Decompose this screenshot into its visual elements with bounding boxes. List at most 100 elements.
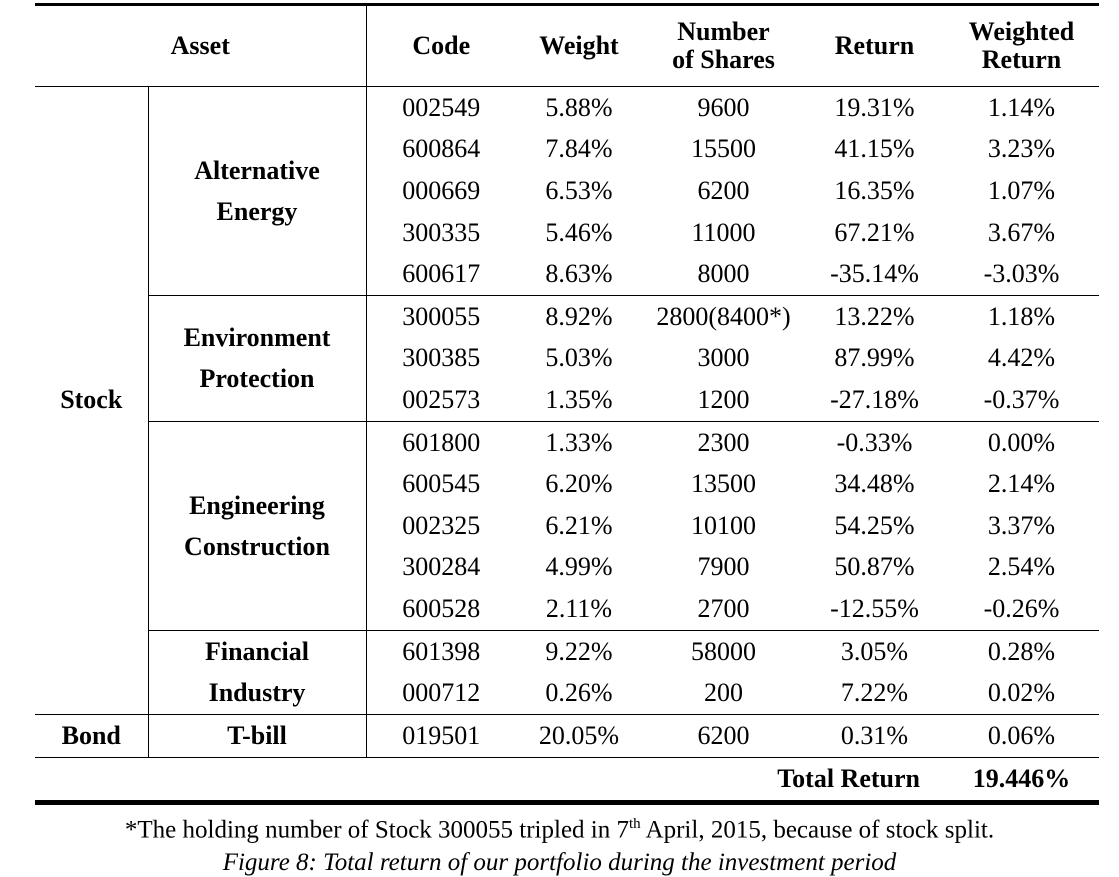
table-row: Bond T-bill 019501 20.05% 6200 0.31% 0.0… <box>35 713 1099 758</box>
sector-label-line2: Industry <box>208 678 306 708</box>
cell-code: 300335 <box>402 217 481 247</box>
cell-weight: 6.21% <box>545 510 613 540</box>
cell-weight: 5.46% <box>545 217 613 247</box>
table-row: 000669 6.53% 6200 16.35% 1.07% <box>35 170 1099 212</box>
total-row: Total Return 19.446% <box>35 757 1099 805</box>
cell-weighted-return: 1.18% <box>944 294 1099 338</box>
table-row: 300284 4.99% 7900 50.87% 2.54% <box>35 547 1099 589</box>
cell-weight: 5.88% <box>545 92 613 122</box>
cell-code: 000669 <box>402 175 481 205</box>
cell-weighted-return: 0.28% <box>944 629 1099 673</box>
footnote-text-before: *The holding number of Stock 300055 trip… <box>124 816 629 844</box>
cell-return: 13.22% <box>805 294 944 338</box>
cell-code: 600545 <box>402 469 481 499</box>
category-bond: Bond <box>35 713 149 758</box>
cell-return: 41.15% <box>834 134 915 164</box>
cell-weighted-return: 2.14% <box>987 469 1056 499</box>
cell-code: 600528 <box>402 593 481 623</box>
cell-shares: 8000 <box>697 259 750 289</box>
sector-label-line1: Environment <box>183 323 331 353</box>
table-row: Environment Protection 300055 8.92% 2800… <box>35 294 1099 422</box>
header-weighted-line1: Weighted <box>968 17 1075 46</box>
cell-return: 67.21% <box>834 217 915 247</box>
sector-label-line2: Protection <box>199 364 315 394</box>
cell-weight: 2.11% <box>545 593 613 623</box>
category-stock: Stock <box>35 86 149 715</box>
cell-shares: 11000 <box>691 217 756 247</box>
cell-shares: 1200 <box>697 384 750 414</box>
cell-weighted-return: 0.06% <box>944 713 1099 758</box>
cell-weighted-return: 3.67% <box>987 217 1056 247</box>
cell-weight: 9.22% <box>516 629 642 673</box>
cell-weighted-return: 4.42% <box>987 343 1056 373</box>
cell-shares: 2300 <box>642 420 805 464</box>
cell-shares: 6200 <box>697 175 750 205</box>
table-row: 600545 6.20% 13500 34.48% 2.14% <box>35 463 1099 505</box>
footnote-text-after: April, 2015, because of stock split. <box>640 816 995 844</box>
table-row: Stock Alternative Energy 002549 5.88% 96… <box>35 86 1099 715</box>
table-row: Financial Industry 601398 9.22% 58000 3.… <box>35 629 1099 715</box>
cell-weighted-return: 1.07% <box>987 175 1056 205</box>
cell-shares: 58000 <box>642 629 805 673</box>
table-row: 600528 2.11% 2700 -12.55% -0.26% <box>35 588 1099 630</box>
cell-return: 3.05% <box>805 629 944 673</box>
figure-caption: Figure 8: Total return of our portfolio … <box>222 849 897 876</box>
table-row: Engineering Construction 601800 1.33% 23… <box>35 420 1099 631</box>
header-shares-line2: of Shares <box>672 45 775 74</box>
cell-weighted-return: 1.14% <box>987 92 1056 122</box>
cell-weight: 1.33% <box>516 420 642 464</box>
cell-code: 019501 <box>366 713 516 758</box>
cell-weighted-return: 2.54% <box>987 552 1056 582</box>
header-code: Code <box>366 3 516 87</box>
cell-code: 002549 <box>402 92 481 122</box>
cell-shares: 13500 <box>691 469 756 499</box>
cell-weight: 7.84% <box>545 134 613 164</box>
cell-return: 54.25% <box>834 510 915 540</box>
cell-weight: 6.20% <box>545 469 613 499</box>
cell-shares: 7900 <box>697 552 750 582</box>
cell-weighted-return: -0.37% <box>983 384 1060 414</box>
cell-weight: 5.03% <box>545 343 613 373</box>
header-shares-line1: Number <box>677 17 770 46</box>
cell-return: 87.99% <box>834 343 915 373</box>
cell-return: -0.33% <box>805 420 944 464</box>
table-row: 600864 7.84% 15500 41.15% 3.23% <box>35 129 1099 171</box>
footnote-superscript: th <box>629 816 641 832</box>
table-row: 002325 6.21% 10100 54.25% 3.37% <box>35 505 1099 547</box>
cell-shares: 6200 <box>642 713 805 758</box>
sector-label-line1: Alternative <box>194 155 320 185</box>
cell-weighted-return: 3.23% <box>987 134 1056 164</box>
sector-label-line1: Engineering <box>189 490 325 520</box>
cell-shares: 3000 <box>697 343 750 373</box>
header-number-of-shares: Number of Shares <box>642 3 805 87</box>
sector-financial-industry: Financial Industry <box>148 629 367 715</box>
cell-weight: 4.99% <box>545 552 613 582</box>
cell-return: 0.31% <box>805 713 944 758</box>
cell-code: 601800 <box>366 420 516 464</box>
cell-code: 600617 <box>402 259 481 289</box>
footnote: *The holding number of Stock 300055 trip… <box>0 810 1119 844</box>
cell-code: 300385 <box>402 343 481 373</box>
header-weighted-line2: Return <box>981 45 1062 74</box>
sector-t-bill: T-bill <box>148 713 367 758</box>
sector-label-line2: Energy <box>216 196 298 226</box>
cell-weight: 20.05% <box>516 713 642 758</box>
table-row: 300335 5.46% 11000 67.21% 3.67% <box>35 212 1099 254</box>
cell-code: 002325 <box>402 510 481 540</box>
sector-label-line1: Financial <box>204 637 309 667</box>
cell-weight: 8.63% <box>545 259 613 289</box>
cell-code: 601398 <box>366 629 516 673</box>
sector-label-line2: Construction <box>184 531 330 561</box>
cell-code: 000712 <box>402 678 481 708</box>
table-row: 000712 0.26% 200 7.22% 0.02% <box>35 672 1099 714</box>
sector-alternative-energy: Alternative Energy <box>148 86 367 296</box>
cell-return: 19.31% <box>834 92 915 122</box>
cell-code: 300055 <box>366 294 516 338</box>
header-weight: Weight <box>516 3 642 87</box>
cell-weight: 0.26% <box>545 678 613 708</box>
cell-weighted-return: 0.00% <box>944 420 1099 464</box>
cell-weighted-return: 3.37% <box>987 510 1056 540</box>
portfolio-return-table: Asset Code Weight Number of Shares Retur… <box>35 3 1099 805</box>
cell-shares: 2700 <box>697 593 750 623</box>
cell-code: 600864 <box>402 134 481 164</box>
